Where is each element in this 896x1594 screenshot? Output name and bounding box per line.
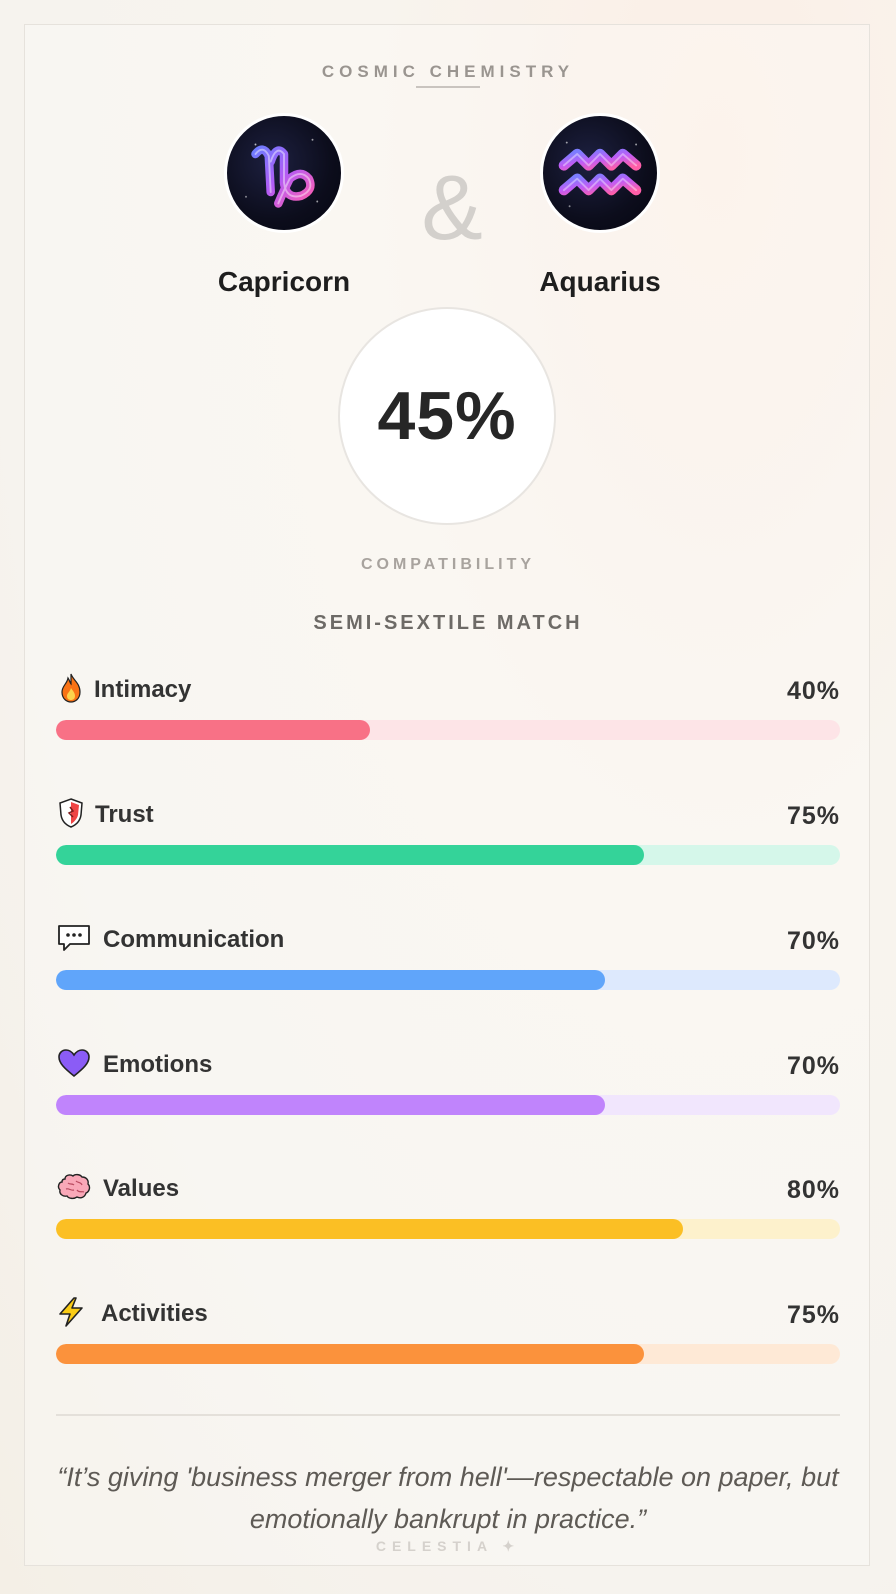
progress-fill (56, 1344, 644, 1364)
metric-value: 75% (786, 802, 840, 830)
card-title: COSMIC CHEMISTRY (321, 62, 575, 81)
progress-track (56, 720, 840, 740)
metric-label: Emotions (103, 1051, 213, 1078)
metric-label: Intimacy (94, 676, 192, 703)
capricorn-icon (224, 113, 344, 233)
score-label: COMPATIBILITY (360, 556, 536, 573)
brain-icon (56, 1171, 92, 1203)
lightning-icon (56, 1296, 86, 1328)
ampersand: & (421, 157, 483, 259)
match-type: SEMI-SEXTILE MATCH (313, 612, 583, 634)
progress-fill (56, 970, 605, 990)
metric-value: 70% (786, 1052, 840, 1080)
sign-name-capricorn: Capricorn (217, 266, 351, 297)
divider (56, 1414, 840, 1416)
title-underline (416, 86, 480, 88)
metric-label: Values (103, 1175, 180, 1202)
progress-track (56, 1095, 840, 1115)
quote-text: “It’s giving 'business merger from hell'… (57, 1462, 839, 1534)
metric-intimacy: Intimacy 40% (56, 672, 840, 752)
compatibility-score: 45% (377, 378, 517, 454)
metric-label: Communication (103, 926, 285, 953)
score-circle: 45% (338, 307, 556, 525)
metric-value: 75% (786, 1301, 840, 1329)
metric-activities: Activities 75% (56, 1296, 840, 1376)
progress-fill (56, 720, 370, 740)
shield-icon (56, 797, 86, 829)
progress-track (56, 970, 840, 990)
metric-value: 40% (786, 677, 840, 705)
sign-name-aquarius: Aquarius (539, 266, 661, 297)
metric-trust: Trust 75% (56, 797, 840, 877)
metric-label: Activities (101, 1300, 208, 1327)
metric-value: 80% (786, 1176, 840, 1204)
metric-label: Trust (95, 801, 154, 828)
speech-bubble-icon (56, 922, 92, 954)
aquarius-icon (540, 113, 660, 233)
progress-fill (56, 1095, 605, 1115)
heart-icon (56, 1047, 92, 1079)
fire-icon (56, 672, 86, 704)
progress-track (56, 845, 840, 865)
metric-value: 70% (786, 927, 840, 955)
progress-track (56, 1344, 840, 1364)
progress-fill (56, 845, 644, 865)
progress-fill (56, 1219, 684, 1239)
metric-communication: Communication 70% (56, 922, 840, 1002)
brand-watermark: CELESTIA ✦ (375, 1538, 521, 1554)
compatibility-card (24, 24, 870, 1566)
metric-emotions: Emotions 70% (56, 1047, 840, 1127)
metric-values: Values 80% (56, 1171, 840, 1251)
progress-track (56, 1219, 840, 1239)
